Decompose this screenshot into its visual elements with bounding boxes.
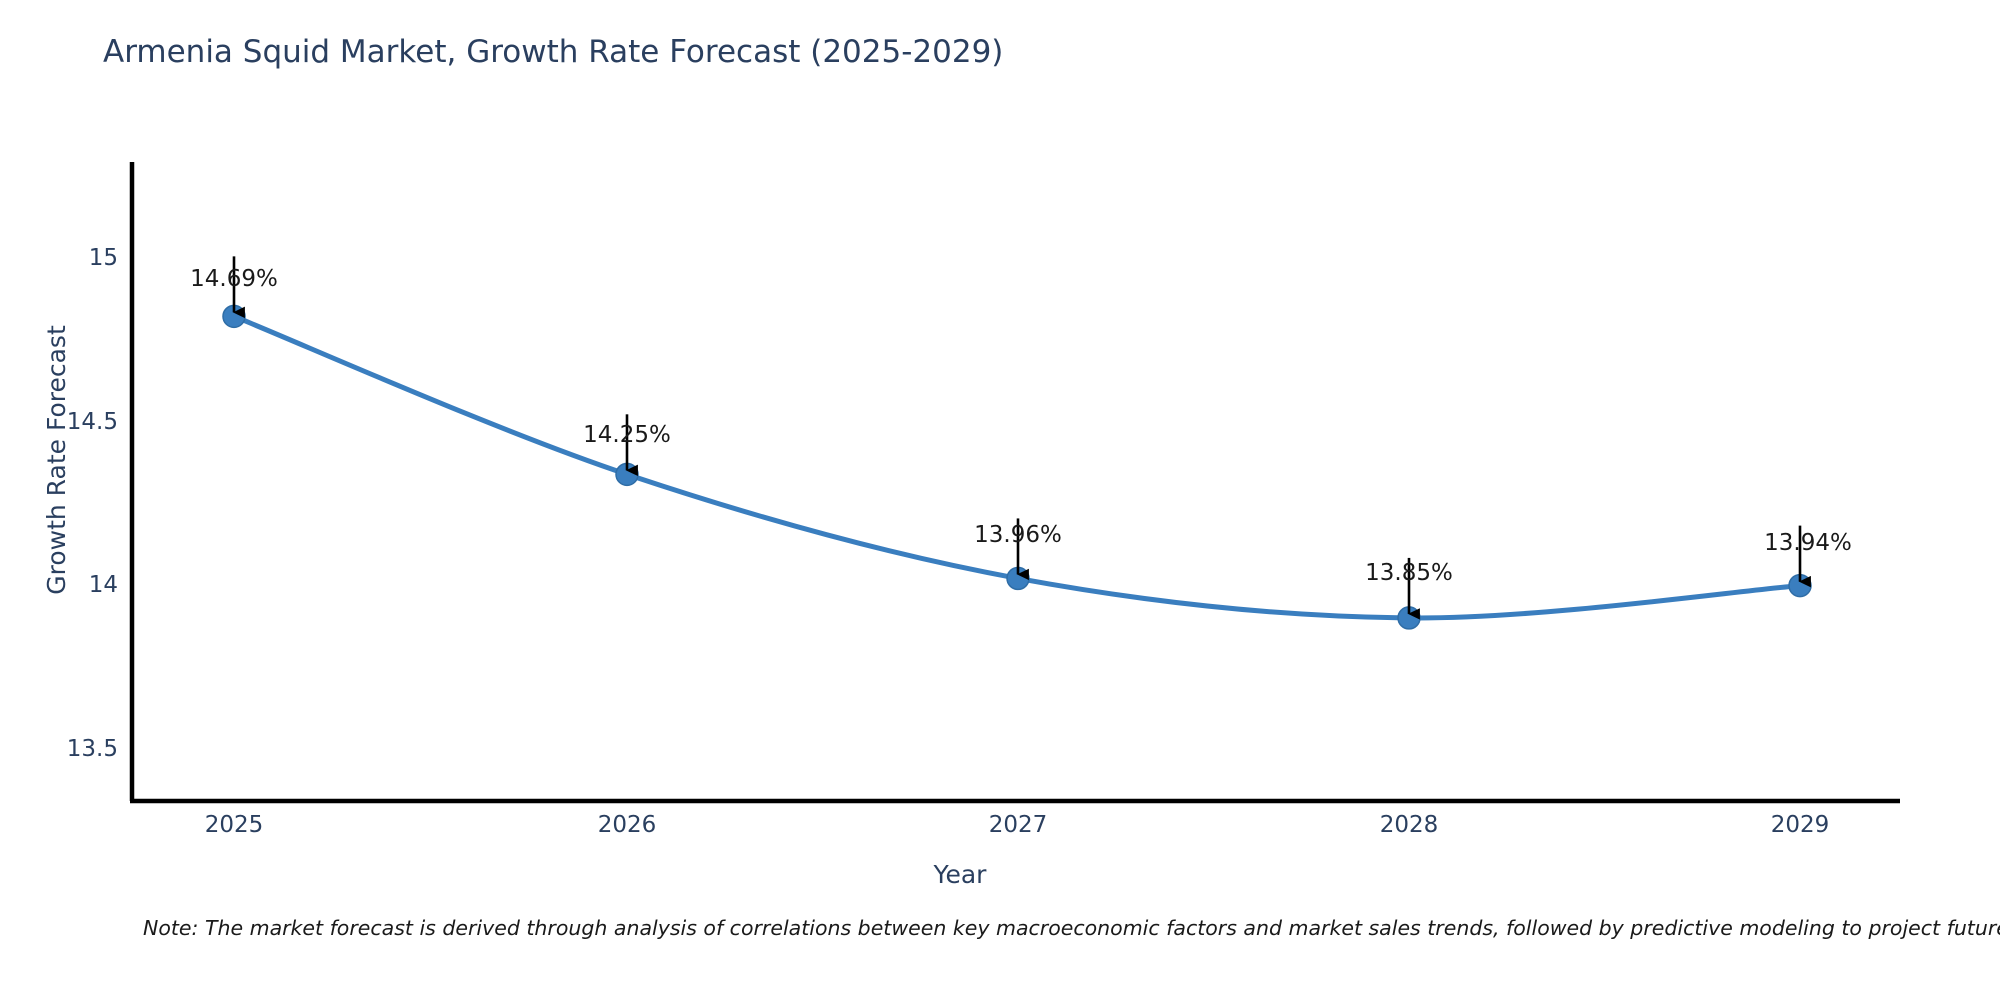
- x-tick-label: 2028: [1379, 812, 1439, 838]
- x-tick-label: 2029: [1770, 812, 1830, 838]
- y-tick-label: 14.5: [66, 409, 118, 435]
- y-tick-label: 13.5: [66, 736, 118, 762]
- x-tick-label: 2027: [988, 812, 1048, 838]
- data-label: 13.96%: [974, 522, 1062, 548]
- annotation-arrows: [232, 256, 1811, 620]
- y-tick-label: 15: [88, 245, 118, 271]
- y-axis-tick-labels: 13.5 14 14.5 15: [0, 0, 118, 1000]
- data-point-markers: [222, 304, 1812, 630]
- data-label: 13.85%: [1365, 560, 1453, 586]
- data-label: 14.25%: [583, 422, 671, 448]
- x-axis-title-text: Year: [933, 860, 987, 889]
- footer-note: Note: The market forecast is derived thr…: [143, 916, 2000, 940]
- x-tick-label: 2025: [204, 812, 264, 838]
- chart-title: Armenia Squid Market, Growth Rate Foreca…: [103, 34, 1004, 70]
- y-tick-label: 14: [88, 572, 118, 598]
- x-axis-title: Year: [0, 860, 2000, 889]
- data-label: 14.69%: [190, 266, 278, 292]
- data-label: 13.94%: [1764, 530, 1852, 556]
- x-tick-label: 2026: [597, 812, 657, 838]
